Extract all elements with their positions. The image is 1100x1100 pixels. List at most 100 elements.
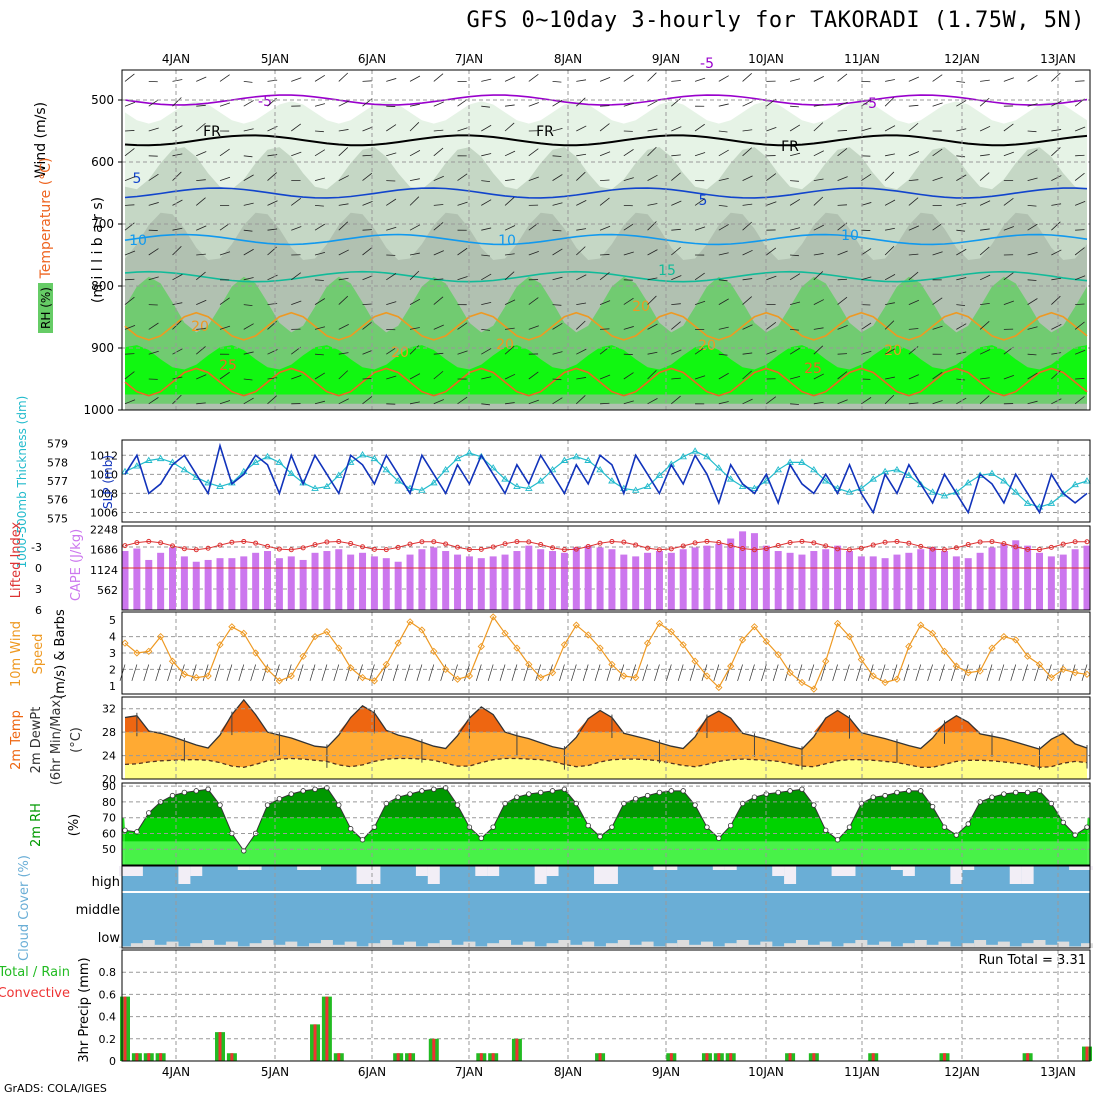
cape-bar (442, 551, 450, 610)
wind-speed-point (928, 629, 937, 637)
wind-barb (457, 127, 468, 132)
wind-speed-point (145, 647, 153, 655)
cape-tick-label: 2248 (90, 524, 118, 537)
cape-bar (572, 547, 580, 610)
thickness-point (548, 465, 557, 473)
rh2m-point (122, 827, 128, 834)
li-point (561, 547, 567, 553)
li-line (124, 540, 1087, 551)
surface-wind-barb (452, 664, 458, 681)
wind-speed-point (204, 672, 212, 680)
cloud-low-gap (700, 941, 713, 948)
slp-axis-label: SLP (mb) (101, 455, 115, 509)
cape-bar (893, 554, 901, 610)
wind-speed-point (869, 672, 877, 680)
wind-barb (362, 321, 373, 330)
cape-bar (739, 531, 747, 610)
cape-bar (145, 559, 153, 610)
li-point (466, 547, 472, 553)
cloud-low-gap (617, 940, 630, 948)
wind-barb (861, 322, 872, 330)
rh2m-label: 2m RH (29, 803, 44, 847)
rh2m-point (846, 824, 853, 830)
wind-speed-point (703, 672, 711, 680)
wind-barb (552, 81, 562, 83)
li-point (787, 540, 793, 546)
rh2m-point (834, 837, 841, 843)
wind-speed-point (620, 672, 628, 680)
wind-barb (291, 151, 302, 157)
wind-barb (504, 76, 516, 82)
cape-tick-label: 1124 (90, 564, 118, 577)
wind-barb (576, 395, 586, 405)
wind-barb (291, 197, 302, 206)
isotherm-25 (124, 367, 1088, 397)
wind-barb (409, 298, 421, 305)
wind-speed-point (311, 632, 319, 641)
temp-label-1: 2m Temp (9, 710, 24, 770)
upper-air-frame (121, 69, 1091, 411)
cloud-low-gap (427, 943, 440, 948)
cape-bar (275, 558, 283, 610)
thickness-point (940, 492, 949, 499)
isotherm-label: 20 (884, 343, 902, 359)
wind-barb (980, 228, 990, 231)
surface-wind-barb (535, 664, 542, 681)
wind-barb (694, 152, 706, 157)
cloud-high-gap (309, 866, 322, 870)
wind-barb (172, 199, 183, 206)
wind-barb (362, 229, 372, 231)
rh2m-point (656, 789, 663, 796)
rh2m-point (680, 788, 686, 794)
wind-speed-point (477, 642, 485, 651)
wind-speed-point (988, 644, 996, 652)
wind-speed-point (822, 657, 830, 665)
wind-speed-point (632, 673, 640, 682)
wind-barb (124, 371, 135, 380)
wind-barb (932, 371, 943, 380)
wind-barb (932, 297, 943, 305)
bottom-date-label: 9JAN (652, 1065, 680, 1079)
cloud-low-gap (1081, 943, 1093, 948)
wind-barb (314, 326, 326, 330)
dewpoint-line (124, 757, 1088, 768)
li-point (763, 546, 769, 552)
thickness-point (810, 465, 818, 473)
wind-barb (576, 302, 587, 305)
cape-bar (560, 552, 568, 610)
cape-axis-label: CAPE (J/kg) (69, 529, 84, 601)
cloud-low-gap (748, 944, 761, 948)
cloud-row-middle: middle (76, 903, 120, 918)
cloud-low-gap (534, 946, 547, 948)
wind-barb (790, 254, 799, 257)
wind-barb (600, 254, 610, 256)
wind-speed-point (655, 619, 664, 628)
thickness-point (144, 456, 153, 463)
precip-convective-bar (147, 1053, 151, 1061)
cape-bar (798, 554, 806, 610)
cape-bar (1024, 545, 1032, 610)
cape-bar (834, 545, 842, 610)
wind-barb (433, 101, 444, 107)
wind-barb (694, 272, 705, 281)
rh2m-point (1024, 789, 1031, 796)
isotherm-label: 5 (133, 171, 142, 187)
cape-bar (679, 549, 687, 610)
surface-wind-barb (760, 664, 767, 681)
rh2m-point (811, 802, 817, 808)
top-date-label: 10JAN (748, 52, 784, 66)
precip-convective-bar (218, 1032, 222, 1061)
cloud-low-gap (356, 946, 369, 948)
wind-barb (1027, 103, 1038, 107)
rh2m-point (1060, 819, 1066, 826)
wind-barb (219, 148, 230, 157)
wind-barb (362, 349, 373, 355)
wind-barb (790, 180, 799, 182)
thickness-point (204, 478, 212, 486)
wind-barb (718, 372, 729, 380)
li-point (526, 539, 532, 545)
precip-convective-bar (123, 996, 127, 1061)
wind-speed-point (691, 657, 699, 665)
wind-barb (718, 401, 729, 405)
surface-wind-barb (559, 664, 565, 681)
